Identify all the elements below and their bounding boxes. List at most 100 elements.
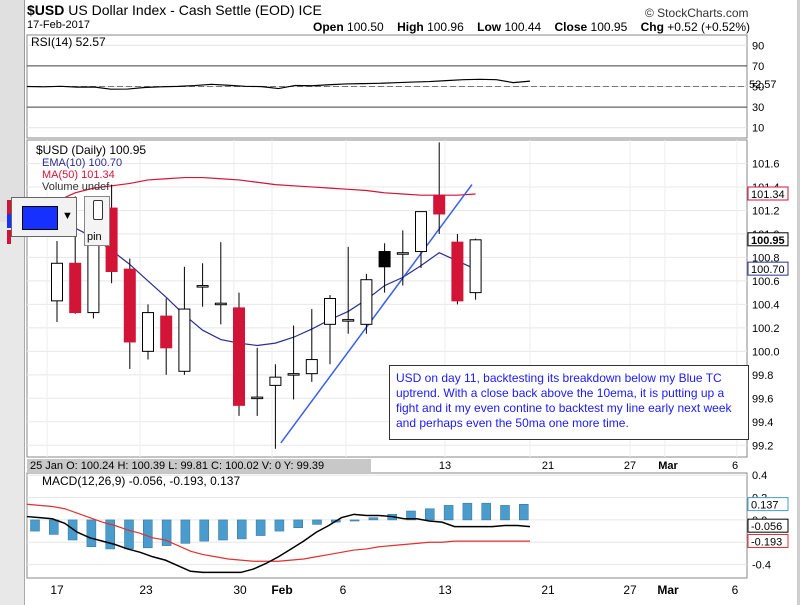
volume-legend: Volume undef [42,181,110,193]
close-label: Close [554,20,588,34]
macd-histogram-bar [349,519,360,522]
price-tick-label: 100.6 [752,276,780,288]
exchange: ICE [298,2,322,18]
macd-value-label: -0.193 [751,536,782,548]
rsi-tick-label: 30 [752,102,764,114]
candle-body [342,319,355,322]
rsi-tick-label: 10 [752,123,764,135]
candle-info-bar: 25 Jan O: 100.24 H: 100.39 L: 99.81 C: 1… [27,459,371,473]
macd-x-tick-label: 13 [438,583,452,597]
ma50-line [56,176,476,202]
macd-histogram-bar [218,519,228,541]
macd-value-tag [747,533,789,548]
color-picker[interactable]: ▼ [11,197,77,237]
ema-legend: EMA(10) 100.70 [42,157,123,169]
price-value-tag [747,232,789,247]
trendline [280,184,473,444]
price-tick-label: 101.6 [752,158,780,170]
macd-x-tick-label: 30 [233,583,247,597]
price-x-tick-label: 6 [732,460,738,472]
scrollbar [797,0,800,605]
macd-histogram-bar [425,508,435,521]
annotation-box[interactable]: USD on day 11, backtesting its breakdown… [389,365,749,440]
blue-marker-icon [7,214,11,228]
candle-body [269,376,282,386]
macd-x-tick-label: 17 [50,583,64,597]
candle-body [324,298,336,325]
symbol: $USD [27,2,65,18]
close-value: 100.95 [590,20,628,34]
rsi-last-label: 52.57 [749,79,777,91]
macd-histogram-bar [368,517,379,521]
candle-body [251,396,264,400]
macd-tick-label: -0.4 [752,560,771,572]
candle-body [233,307,245,406]
candle-body [469,239,482,294]
dropdown-arrow-icon[interactable]: ▼ [62,210,73,222]
macd-histogram-bar [30,519,40,532]
macd-histogram-bar [519,504,529,521]
macd-histogram-bar [481,502,491,521]
panel-frame [26,472,748,579]
price-tick-label: 99.6 [752,393,773,405]
ma-legend: MA(50) 101.34 [42,169,115,181]
rsi-line [26,78,531,90]
candle-body [360,279,373,325]
low-label: Low [477,20,502,34]
price-value-label: 101.34 [751,189,785,201]
candle-body [51,262,63,302]
macd-x-tick-label: 27 [623,583,637,597]
macd-histogram-bar [406,510,416,521]
candle-body [287,373,300,376]
macd-histogram-bar [443,505,454,521]
candle-body [378,251,391,268]
macd-histogram-bar [255,519,266,536]
macd-line [26,513,531,574]
high-label: High [397,20,424,34]
price-tick-label: 101.2 [752,205,780,217]
change-label: Chg [640,20,664,34]
price-tick-label: 100.2 [752,323,780,335]
price-x-tick-label: 27 [624,460,636,472]
copyright: © StockCharts.com [645,6,749,20]
macd-x-tick-label: 21 [541,583,555,597]
macd-value-tag [747,497,789,512]
macd-histogram-bar [237,519,247,540]
price-tick-label: 100.8 [752,252,780,264]
price-title: $USD (Daily) 100.95 [36,143,147,157]
macd-histogram-bar [67,519,78,541]
candle-body [305,359,318,375]
macd-x-tick-label: Mar [657,583,679,597]
macd-histogram-bar [49,519,59,535]
price-value-label: 100.70 [751,264,785,276]
open-value: 100.50 [347,20,384,34]
high-value: 100.96 [427,20,464,34]
color-swatch[interactable] [22,206,58,230]
panel-frame [26,139,748,458]
low-value: 100.44 [504,20,542,34]
macd-histogram-bar [161,519,172,546]
candle-body [214,302,227,306]
candle-body [160,315,173,349]
macd-histogram-bar [105,519,115,550]
pin-icon [93,200,103,220]
rsi-title: RSI(14) 52.57 [31,35,106,49]
macd-x-tick-label: 23 [139,583,153,597]
red-marker-icon [7,230,11,244]
price-tick-label: 100.4 [752,299,780,311]
macd-value-tag [747,518,789,533]
macd-x-tick-label: 6 [340,583,347,597]
candle-body [123,268,136,343]
ohlc-readout: Open 100.50 High 100.96 Low 100.44 Close… [313,20,750,34]
candle-body [433,194,446,215]
macd-signal-line [26,503,530,562]
open-label: Open [313,20,344,34]
candle-body [196,285,209,288]
pin-button[interactable]: pin [84,196,110,246]
price-tick-label: 99.2 [752,440,773,452]
candle-body [142,312,154,352]
price-x-tick-label: 21 [542,460,554,472]
macd-histogram-bar [462,502,473,521]
macd-histogram-bar [274,519,285,532]
